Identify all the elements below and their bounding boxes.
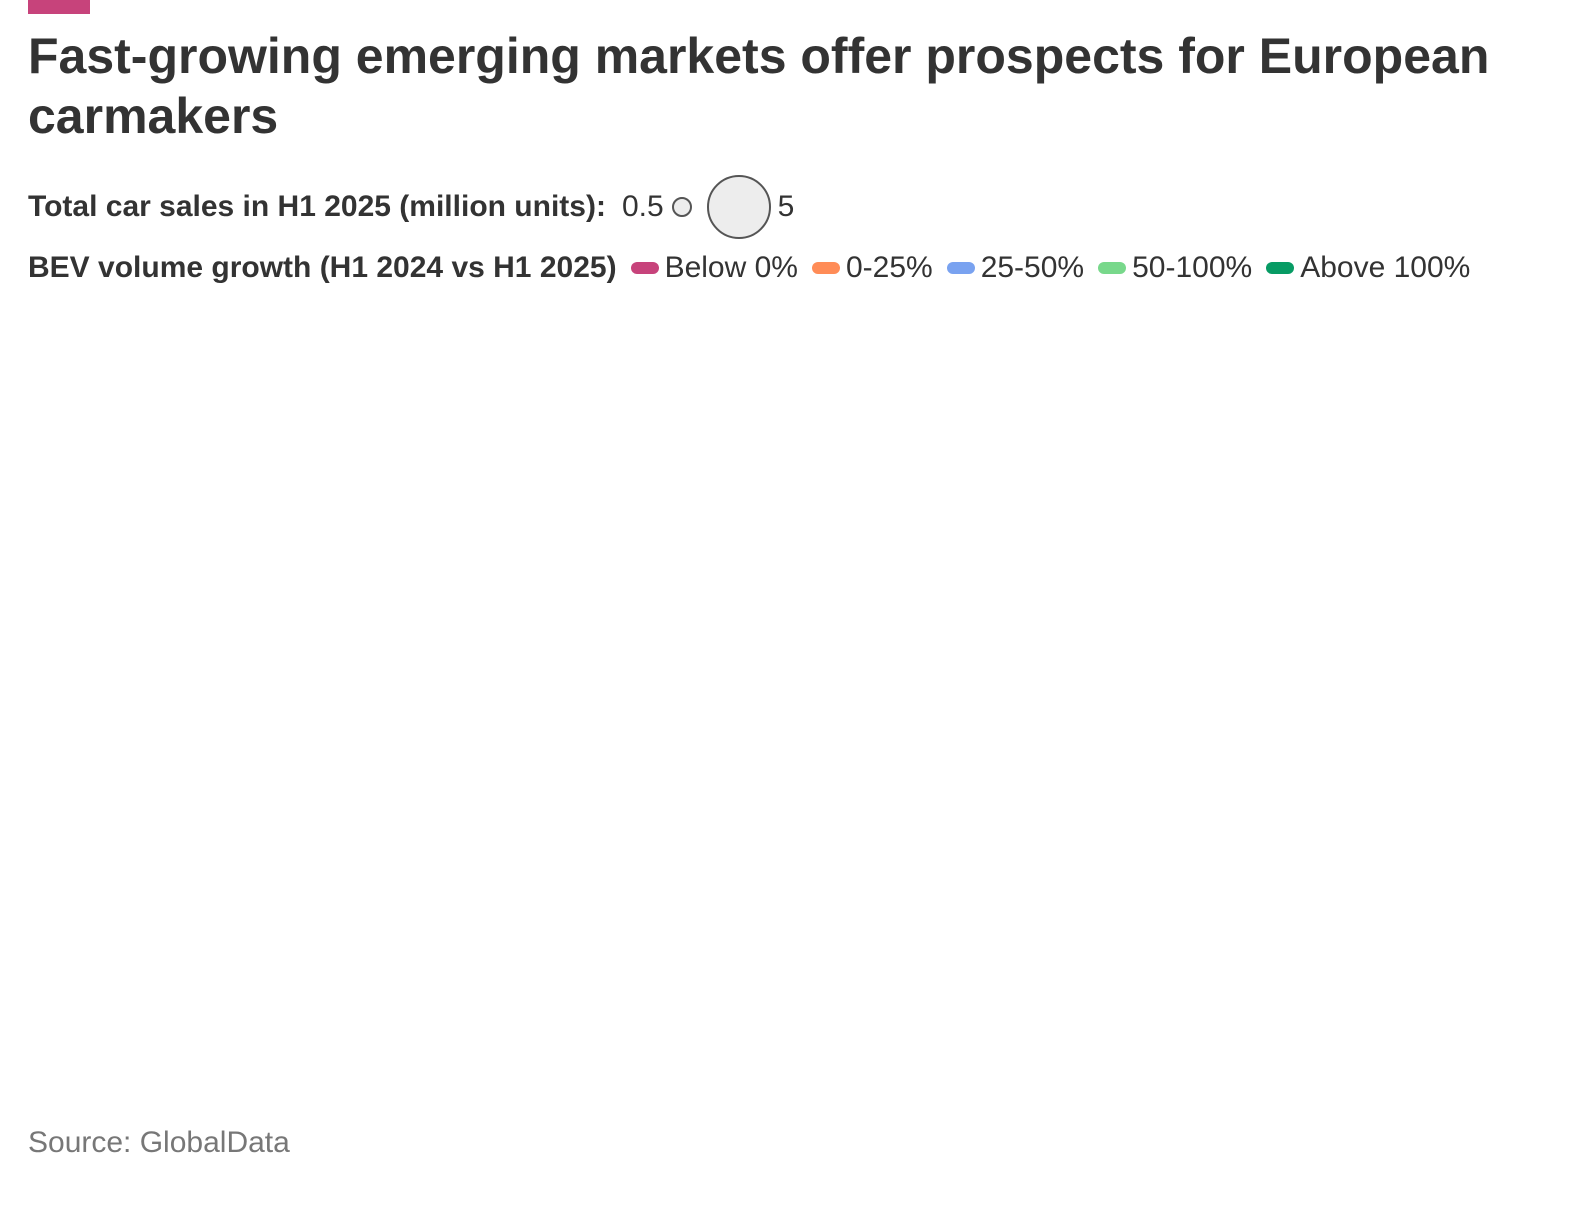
size-legend-min-label: 0.5 [621, 190, 664, 223]
legend-swatch-above-100 [1266, 262, 1295, 274]
size-legend-large-bubble [706, 175, 771, 239]
legend-swatch-25-50 [946, 262, 975, 274]
legend-swatch-0-25 [811, 262, 840, 274]
legend-label-50-100: 50-100% [1132, 251, 1253, 284]
legend-label-25-50: 25-50% [980, 251, 1085, 284]
legend-label-below-0: Below 0% [664, 251, 798, 284]
legend-item-25-50: 25-50% [946, 251, 1085, 285]
color-legend-title: BEV volume growth (H1 2024 vs H1 2025) [28, 251, 617, 284]
legend-item-50-100: 50-100% [1098, 251, 1252, 285]
chart-title: Fast-growing emerging markets offer pros… [28, 28, 1490, 144]
legend-swatch-50-100 [1098, 262, 1127, 274]
legend-item-below-0: Below 0% [630, 251, 798, 285]
size-legend-max-label: 5 [777, 190, 795, 223]
size-legend-title: Total car sales in H1 2025 (million unit… [28, 190, 606, 223]
legend-item-above-100: Above 100% [1266, 251, 1470, 285]
source-note: Source: GlobalData [28, 1126, 290, 1159]
legend-label-above-100: Above 100% [1300, 251, 1471, 284]
legend-label-0-25: 0-25% [845, 251, 933, 284]
size-legend: Total car sales in H1 2025 (million unit… [28, 175, 795, 239]
size-legend-small-bubble [671, 197, 692, 217]
legend-item-0-25: 0-25% [811, 251, 933, 285]
color-legend: BEV volume growth (H1 2024 vs H1 2025) B… [28, 248, 1484, 288]
legend-swatch-below-0 [630, 262, 659, 274]
accent-bar [28, 0, 90, 14]
